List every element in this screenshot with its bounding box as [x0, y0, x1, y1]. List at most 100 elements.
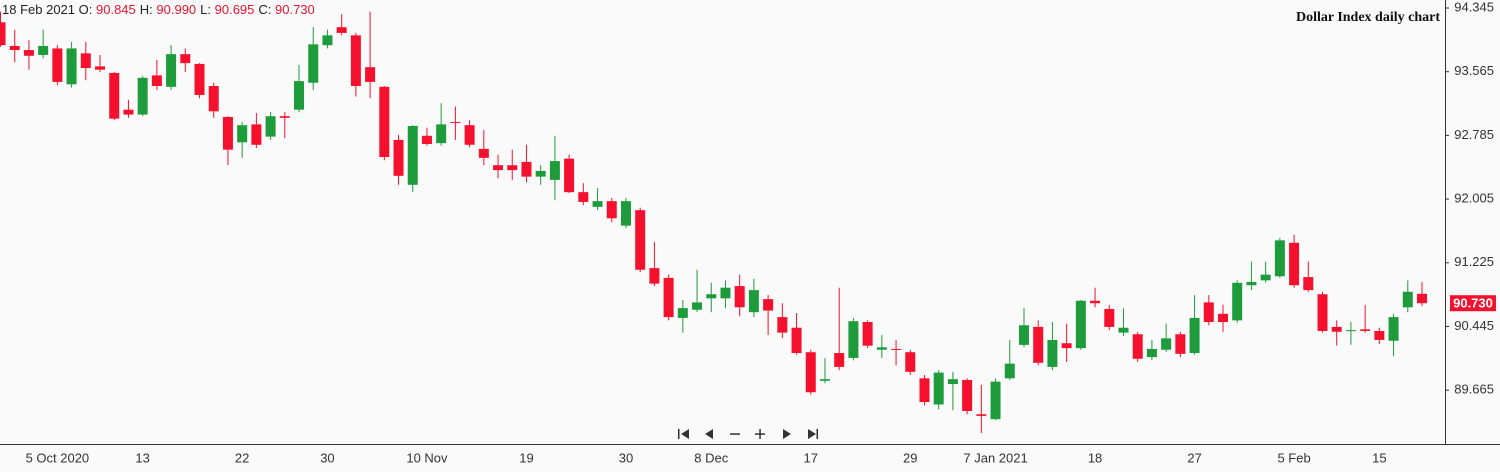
nav-last[interactable]	[808, 429, 818, 439]
candle-body	[194, 63, 205, 95]
candle-body	[734, 286, 745, 308]
candle-body	[1417, 293, 1428, 304]
candle-body	[1274, 240, 1285, 277]
nav-next[interactable]	[783, 429, 791, 439]
candle-body	[521, 161, 532, 177]
candle-body	[1004, 363, 1015, 379]
candle-body	[279, 116, 290, 118]
x-tick-label: 29	[903, 450, 917, 465]
candle-body	[1303, 277, 1314, 291]
candle-body	[777, 317, 788, 333]
candle-body	[976, 414, 987, 416]
x-tick-label: 19	[519, 450, 533, 465]
candle-body	[990, 381, 1001, 420]
header-label: L:	[200, 2, 211, 17]
candle-body	[95, 66, 106, 70]
x-tick-label: 10 Nov	[406, 450, 448, 465]
candle-body	[336, 27, 347, 33]
candle-body	[1260, 274, 1271, 281]
candle-body	[947, 379, 958, 385]
candle-body	[1175, 334, 1186, 354]
candle-body	[180, 54, 191, 64]
nav-first[interactable]	[678, 429, 689, 439]
y-tick-label: 93.565	[1454, 63, 1494, 78]
candle-body	[1161, 338, 1172, 350]
candle-body	[80, 53, 91, 69]
candle-body	[1331, 326, 1342, 332]
header-label: H:	[139, 2, 153, 17]
candle-body	[421, 135, 432, 144]
candle-body	[66, 48, 77, 85]
y-tick-label: 90.445	[1454, 318, 1494, 333]
candle-body	[720, 287, 731, 299]
candle-body	[109, 72, 120, 119]
candle-body	[620, 201, 631, 226]
candle-body	[848, 321, 859, 358]
candle-body	[365, 67, 376, 82]
candle-body	[1232, 282, 1243, 321]
candle-body	[834, 353, 845, 367]
candle-body	[1402, 291, 1413, 308]
candle-body	[891, 348, 902, 350]
candle-body	[876, 347, 887, 350]
candle-body	[1146, 348, 1157, 358]
candle-body	[564, 158, 575, 193]
candle-body	[933, 372, 944, 405]
x-tick-label: 8 Dec	[694, 450, 728, 465]
header-date: 18 Feb 2021	[2, 2, 76, 17]
navigation-controls	[678, 429, 818, 439]
x-tick-label: 18	[1088, 450, 1102, 465]
candle-body	[649, 268, 660, 284]
candle-body	[677, 308, 688, 318]
candle-body	[9, 45, 20, 51]
last-price-tag	[1450, 295, 1496, 312]
candle-body	[606, 201, 617, 219]
x-tick-label: 13	[135, 450, 149, 465]
x-tick-label: 22	[235, 450, 249, 465]
candle-body	[962, 379, 973, 412]
y-tick-label: 92.785	[1454, 127, 1494, 142]
x-tick-label: 7 Jan 2021	[963, 450, 1027, 465]
candle-body	[791, 327, 802, 354]
candle-body	[137, 77, 148, 115]
candle-body	[905, 352, 916, 372]
candle-body	[294, 81, 305, 110]
candle-body	[1289, 242, 1300, 286]
candle-body	[819, 379, 830, 381]
candle-body	[379, 86, 390, 158]
x-tick-label: 17	[804, 450, 818, 465]
candle-body	[805, 352, 816, 393]
candle-body	[763, 299, 774, 311]
candle-body	[222, 117, 233, 150]
y-tick-label: 89.665	[1454, 382, 1494, 397]
candle-body	[706, 294, 717, 299]
candle-body	[1246, 281, 1257, 286]
candle-body	[1345, 330, 1356, 332]
nav-zoom-in[interactable]	[755, 429, 765, 439]
nav-prev[interactable]	[705, 429, 713, 439]
candle-body	[862, 321, 873, 346]
candle-body	[592, 201, 603, 207]
x-tick-label: 5 Feb	[1277, 450, 1310, 465]
y-tick-label: 91.225	[1454, 254, 1494, 269]
candle-body	[663, 277, 674, 318]
candle-body	[1360, 329, 1371, 331]
header-value: 90.990	[156, 2, 197, 17]
candle-body	[308, 44, 319, 83]
candle-body	[350, 35, 361, 86]
candle-body	[251, 124, 262, 145]
last-price-label: 90.730	[1453, 296, 1493, 311]
ohlc-header: 18 Feb 2021 O: 90.845 H: 90.990 L: 90.695 C…	[2, 2, 319, 17]
candle-body	[578, 192, 589, 202]
candle-body	[1374, 330, 1385, 340]
candle-body	[1203, 302, 1214, 322]
nav-zoom-out[interactable]	[730, 433, 740, 435]
header-value: 90.845	[96, 2, 136, 17]
candle-body	[52, 48, 63, 82]
candle-body	[322, 35, 333, 46]
x-tick-label: 27	[1187, 450, 1201, 465]
candle-body	[919, 378, 930, 403]
x-tick-label: 15	[1372, 450, 1386, 465]
x-tick-label: 5 Oct 2020	[26, 450, 90, 465]
